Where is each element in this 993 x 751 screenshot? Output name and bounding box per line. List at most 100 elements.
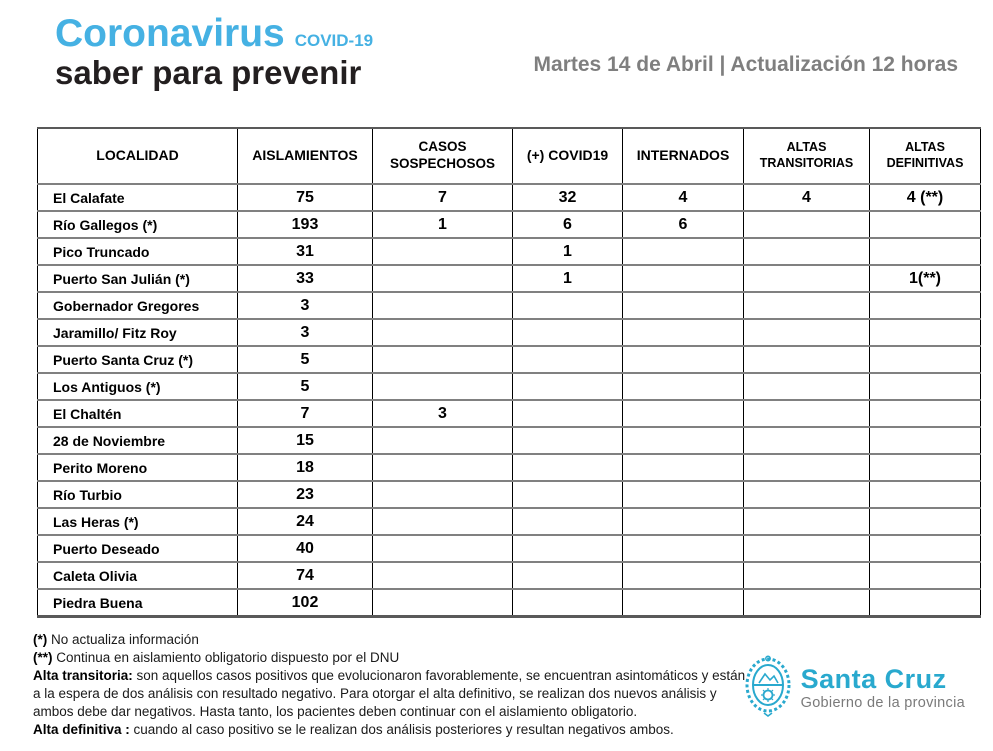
locality-cell: Puerto San Julián (*) (37, 264, 238, 292)
value-cell (869, 210, 981, 238)
value-cell (869, 345, 981, 373)
value-cell (869, 480, 981, 508)
value-cell (372, 534, 513, 562)
value-cell (372, 372, 513, 400)
value-cell (372, 237, 513, 265)
locality-cell: Caleta Olivia (37, 561, 238, 589)
locality-cell: Perito Moreno (37, 453, 238, 481)
column-header: LOCALIDAD (37, 128, 238, 185)
value-cell: 7 (372, 184, 513, 211)
value-cell (622, 237, 744, 265)
value-cell (622, 561, 744, 589)
value-cell: 75 (237, 184, 373, 211)
brand-tagline: saber para prevenir (55, 54, 362, 91)
value-cell (372, 507, 513, 535)
table-row: Puerto Santa Cruz (*) 5 (37, 345, 981, 373)
value-cell (743, 399, 870, 427)
column-header: INTERNADOS (622, 128, 744, 185)
value-cell (622, 399, 744, 427)
value-cell (622, 507, 744, 535)
value-cell (372, 345, 513, 373)
value-cell (869, 507, 981, 535)
value-cell (869, 237, 981, 265)
value-cell (512, 399, 623, 427)
locality-cell: Puerto Deseado (37, 534, 238, 562)
value-cell (622, 534, 744, 562)
value-cell (622, 480, 744, 508)
table-row: Perito Moreno 18 (37, 453, 981, 481)
value-cell: 4 (743, 184, 870, 211)
value-cell (869, 399, 981, 427)
value-cell: 3 (237, 291, 373, 319)
value-cell (743, 480, 870, 508)
value-cell (743, 237, 870, 265)
brand-title: Coronavirus (55, 12, 285, 55)
column-header: (+) COVID19 (512, 128, 623, 185)
column-header: CASOS SOSPECHOSOS (372, 128, 513, 185)
value-cell (622, 588, 744, 617)
santa-cruz-logo: Santa Cruz Gobierno de la provincia (743, 655, 965, 722)
value-cell: 6 (622, 210, 744, 238)
locality-cell: Puerto Santa Cruz (*) (37, 345, 238, 373)
value-cell (869, 453, 981, 481)
footnote-line: (*) No actualiza información (33, 632, 199, 647)
footnote-line: (**) Continua en aislamiento obligatorio… (33, 650, 400, 665)
table-row: Gobernador Gregores 3 (37, 291, 981, 319)
locality-cell: Río Gallegos (*) (37, 210, 238, 238)
value-cell (743, 210, 870, 238)
value-cell (869, 534, 981, 562)
value-cell (869, 318, 981, 346)
value-cell (622, 372, 744, 400)
column-header: ALTAS DEFINITIVAS (869, 128, 981, 185)
value-cell (743, 453, 870, 481)
brand-subtitle: COVID-19 (294, 31, 374, 50)
value-cell (512, 291, 623, 319)
value-cell (372, 426, 513, 454)
value-cell (743, 534, 870, 562)
table-row: Piedra Buena 102 (37, 588, 981, 617)
value-cell: 5 (237, 372, 373, 400)
locality-cell: Pico Truncado (37, 237, 238, 265)
value-cell (869, 588, 981, 617)
update-date-text: Martes 14 de Abril | Actualización 12 ho… (533, 53, 958, 76)
value-cell: 6 (512, 210, 623, 238)
value-cell: 1(**) (869, 264, 981, 292)
locality-cell: El Chaltén (37, 399, 238, 427)
value-cell (743, 426, 870, 454)
value-cell (372, 318, 513, 346)
locality-cell: Las Heras (*) (37, 507, 238, 535)
value-cell (372, 453, 513, 481)
value-cell (372, 291, 513, 319)
table-row: Caleta Olivia 74 (37, 561, 981, 589)
column-header: AISLAMIENTOS (237, 128, 373, 185)
value-cell (622, 426, 744, 454)
covid-table: LOCALIDAD AISLAMIENTOS CASOS SOSPECHOSOS (+… (37, 127, 981, 618)
value-cell (743, 561, 870, 589)
table-row: Puerto San Julián (*) 33 1 1(**) (37, 264, 981, 292)
table-row: Río Gallegos (*) 193 1 6 6 (37, 210, 981, 238)
value-cell (869, 561, 981, 589)
value-cell (512, 480, 623, 508)
table-row: Las Heras (*) 24 (37, 507, 981, 535)
value-cell: 33 (237, 264, 373, 292)
value-cell (743, 345, 870, 373)
table-row: 28 de Noviembre 15 (37, 426, 981, 454)
value-cell: 4 (622, 184, 744, 211)
value-cell (743, 318, 870, 346)
value-cell: 3 (237, 318, 373, 346)
value-cell: 5 (237, 345, 373, 373)
table-body: El Calafate 75 7 32 4 4 4 (**) Río Gallegos (*)… (37, 184, 981, 617)
table-row: Jaramillo/ Fitz Roy 3 (37, 318, 981, 346)
locality-cell: El Calafate (37, 184, 238, 211)
locality-cell: Jaramillo/ Fitz Roy (37, 318, 238, 346)
value-cell (743, 264, 870, 292)
value-cell (512, 534, 623, 562)
table-row: El Chaltén 7 3 (37, 399, 981, 427)
value-cell: 4 (**) (869, 184, 981, 211)
locality-cell: Gobernador Gregores (37, 291, 238, 319)
value-cell (622, 345, 744, 373)
value-cell: 1 (372, 210, 513, 238)
coat-of-arms-icon (743, 655, 793, 722)
value-cell (622, 291, 744, 319)
value-cell (743, 588, 870, 617)
